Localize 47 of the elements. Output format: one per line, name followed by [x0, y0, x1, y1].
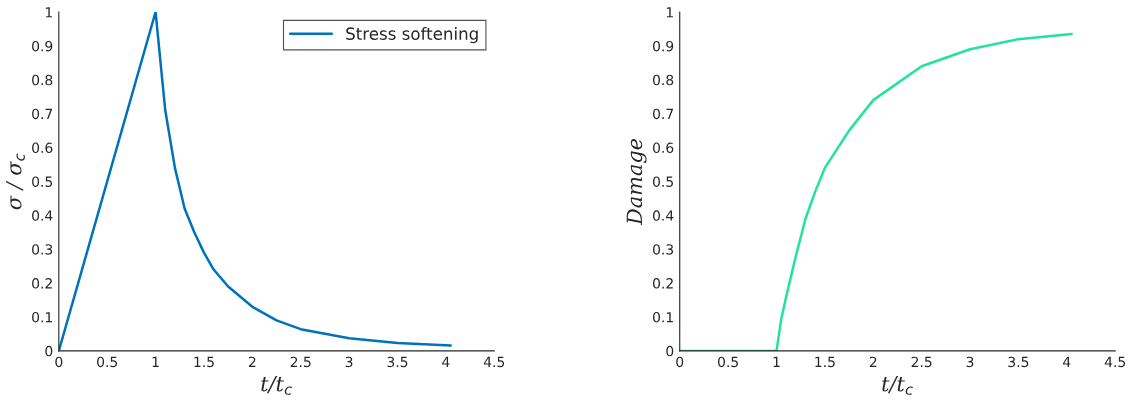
- y-tick-label: 0.1: [32, 311, 52, 323]
- y-axis-title: σ / σ$_{c}$: [6, 153, 25, 210]
- y-tick-label: 0: [666, 345, 674, 357]
- y-tick-label: 0.7: [32, 108, 53, 120]
- y-tick-label: 0: [45, 345, 53, 357]
- y-tick-label: 0.8: [653, 74, 674, 86]
- x-tick-label: 1.5: [815, 356, 835, 368]
- x-tick-label: 4: [1063, 356, 1071, 367]
- x-tick-label: 0.5: [717, 356, 738, 368]
- y-tick-label: 0.9: [32, 40, 53, 52]
- x-tick-label: 3: [966, 356, 974, 368]
- y-tick-label: 0.5: [653, 176, 673, 187]
- x-tick-label: 3.5: [387, 356, 408, 368]
- y-tick-label: 0.5: [32, 176, 53, 187]
- x-tick-label: 0: [55, 356, 63, 368]
- y-tick-label: 0.2: [653, 278, 673, 289]
- x-tick-label: 2: [869, 356, 877, 367]
- x-tick-label: 4: [442, 356, 450, 367]
- y-tick-label: 0.6: [32, 142, 53, 154]
- y-tick-label: 0.2: [32, 278, 52, 289]
- x-tick-label: 4.5: [483, 356, 505, 368]
- x-tick-label: 2.5: [911, 356, 932, 368]
- y-tick-label: 0.3: [32, 244, 53, 255]
- x-tick-label: 3: [345, 356, 353, 368]
- x-tick-label: 3.5: [1008, 356, 1029, 368]
- y-tick-label: 0.9: [653, 40, 674, 52]
- y-tick-label: 0.6: [653, 142, 674, 154]
- x-tick-label: 1.5: [194, 356, 214, 368]
- x-tick-label: 1: [152, 356, 159, 367]
- y-tick-label: 0.1: [653, 311, 673, 323]
- legend-label: Stress softening: [346, 27, 478, 44]
- x-tick-label: 0: [676, 356, 684, 368]
- y-tick-label: 0.4: [653, 210, 674, 221]
- x-tick-label: 2: [248, 356, 256, 367]
- x-axis-title: t/t$_{c}$: [261, 376, 292, 395]
- x-tick-label: 2.5: [290, 356, 311, 368]
- y-tick-label: 0.4: [32, 210, 53, 221]
- y-tick-label: 0.8: [32, 74, 53, 86]
- y-tick-label: 1: [666, 7, 673, 18]
- y-axis-title: Damage: [626, 138, 647, 226]
- x-axis-title: t/t$_{c}$: [882, 376, 913, 395]
- x-tick-label: 0.5: [97, 356, 118, 368]
- y-tick-label: 0.3: [653, 244, 674, 255]
- x-tick-label: 4.5: [1104, 356, 1125, 368]
- y-tick-label: 0.7: [653, 108, 673, 120]
- x-tick-label: 1: [773, 356, 780, 367]
- y-tick-label: 1: [45, 7, 52, 18]
